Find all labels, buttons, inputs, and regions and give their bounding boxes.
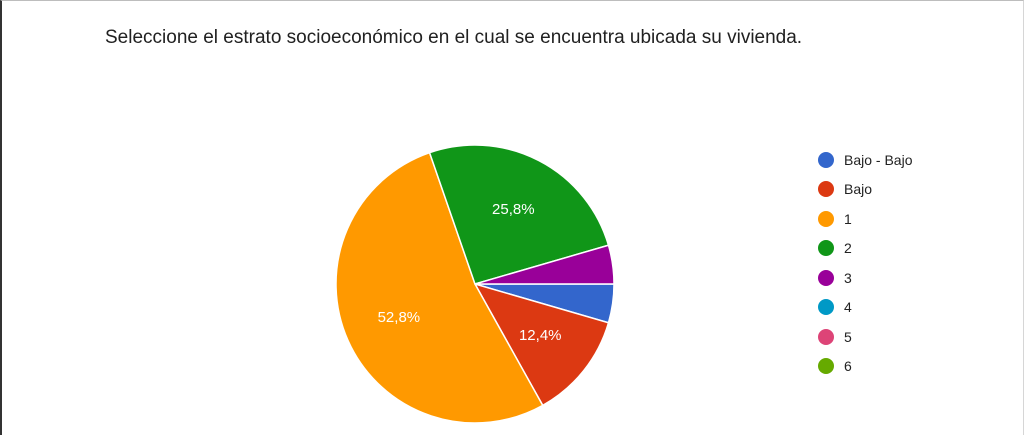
legend-label: 5 [844,329,852,345]
legend-label: 4 [844,299,852,315]
legend-label: 3 [844,270,852,286]
legend-label: 2 [844,240,852,256]
legend-swatch-icon [818,240,834,256]
legend-label: Bajo - Bajo [844,152,912,168]
legend-swatch-icon [818,329,834,345]
slice-data-label: 12,4% [519,327,562,344]
legend-label: 6 [844,358,852,374]
slice-data-label: 52,8% [378,309,421,326]
legend-item[interactable]: 6 [818,352,912,382]
legend-item[interactable]: 3 [818,263,912,293]
legend-swatch-icon [818,211,834,227]
legend-item[interactable]: 5 [818,322,912,352]
legend-swatch-icon [818,181,834,197]
legend-item[interactable]: 2 [818,234,912,264]
legend-swatch-icon [818,270,834,286]
legend-item[interactable]: Bajo [818,175,912,205]
legend-item[interactable]: Bajo - Bajo [818,145,912,175]
legend: Bajo - Bajo Bajo 1 2 3 4 5 6 [818,145,912,381]
legend-swatch-icon [818,152,834,168]
legend-swatch-icon [818,358,834,374]
legend-item[interactable]: 1 [818,204,912,234]
legend-item[interactable]: 4 [818,293,912,323]
legend-swatch-icon [818,299,834,315]
slice-data-label: 25,8% [492,201,535,218]
legend-label: 1 [844,211,852,227]
legend-label: Bajo [844,181,872,197]
